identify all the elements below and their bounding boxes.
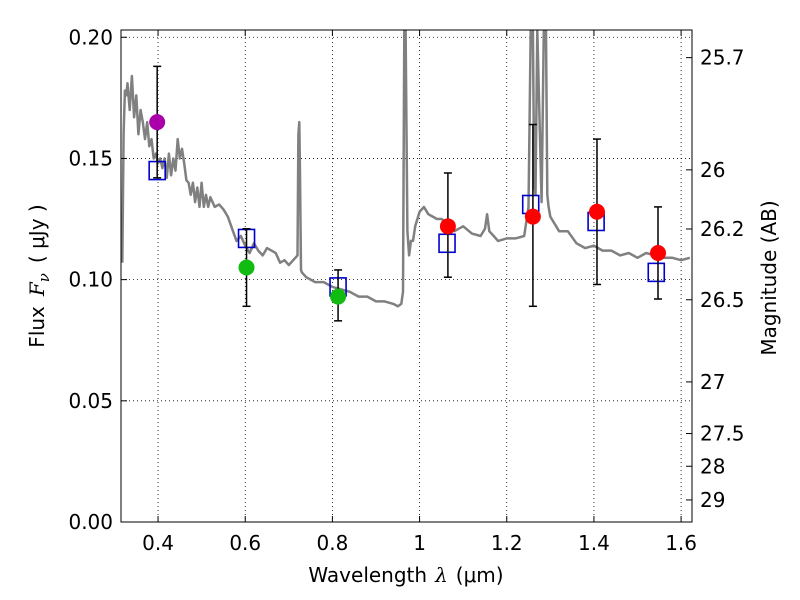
x-tick-label: 0.6 [229,531,261,555]
data-point [238,259,255,276]
x-axis-label-text: Wavelength [308,563,427,587]
y2-tick-label: 26.2 [700,217,745,241]
y-tick-label: 0.05 [68,389,113,413]
y-axis-label-symbol: F [25,281,49,297]
y2-tick-label: 25.7 [700,46,745,70]
x-axis-label-unit: (μm) [456,563,504,587]
y2-tick-label: 26 [700,158,725,182]
y-tick-label: 0.15 [68,146,113,170]
data-point [149,114,166,131]
data-point [439,218,456,235]
x-tick-label: 1.4 [578,531,610,555]
data-point [650,244,667,261]
y-axis-label-unit: ( μJy ) [25,204,49,263]
y2-tick-label: 28 [700,454,725,478]
y2-tick-label: 27.5 [700,422,745,446]
y-axis-label-subscript: ν [35,273,53,282]
plot-area [121,30,691,322]
x-tick-label: 1.2 [491,531,523,555]
data-point [588,203,605,220]
y-tick-label: 0.20 [68,25,113,49]
y-axis-label-text: Flux [25,306,49,348]
y2-tick-label: 27 [700,370,725,394]
y-tick-label: 0.00 [68,510,113,534]
plot-frame [120,29,693,523]
x-tick-label: 0.4 [142,531,174,555]
data-point [330,288,347,305]
axes: 0.4 0.6 0.8 1 1.2 1.4 1.6 0.00 0.05 0.10 0.15 0.20 2… [68,25,744,555]
y2-axis-label: Magnitude (AB) [757,200,781,355]
y2-tick-label: 29 [700,488,725,512]
x-tick-label: 1 [413,531,426,555]
x-tick-label: 0.8 [316,531,348,555]
model-square [438,233,456,254]
x-axis-label-symbol: λ [434,563,448,587]
data-point [524,208,541,225]
x-axis-label: Wavelength λ (μm) [308,563,503,587]
y-axis-label: Flux Fν ( μJy ) [25,204,53,347]
model-square [647,262,666,283]
y-tick-label: 0.10 [68,268,113,292]
x-tick-label: 1.6 [665,531,697,555]
sed-line [121,30,691,308]
y2-tick-label: 26.5 [700,288,745,312]
